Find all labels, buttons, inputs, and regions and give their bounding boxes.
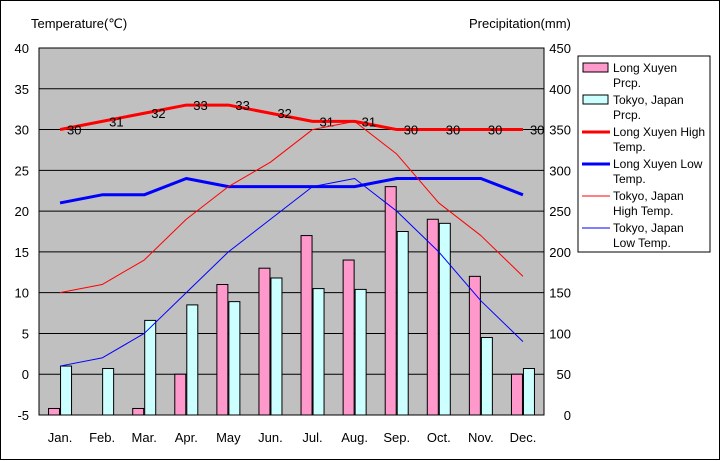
bar-tokyo-prcp-9	[438, 222, 451, 416]
x-tick-label-9: Oct.	[427, 430, 451, 445]
legend-label-3-1: Temp.	[613, 172, 646, 186]
longxuyen-high-line	[59, 103, 523, 132]
high-temp-data-label-5: 32	[277, 106, 291, 121]
x-tick-label-2: Mar.	[132, 430, 157, 445]
bar-tokyo-prcp-4	[228, 301, 241, 416]
bar-tokyo-prcp-10	[480, 337, 493, 416]
x-tick-label-0: Jan.	[48, 430, 73, 445]
left-tick-label-9: 40	[15, 41, 29, 56]
high-temp-data-label-8: 30	[404, 123, 418, 138]
longxuyen-low-line	[59, 176, 524, 205]
right-tick-label-7: 350	[549, 123, 571, 138]
right-tick-label-0: 0	[564, 408, 571, 423]
plot-border	[38, 47, 545, 416]
bar-longxuyen-prcp-9	[426, 218, 439, 416]
x-tick-label-5: Jun.	[258, 430, 283, 445]
bar-tokyo-prcp-2	[144, 319, 157, 416]
legend-label-4-0: Tokyo, Japan	[613, 189, 684, 203]
x-tick-label-8: Sep.	[383, 430, 410, 445]
high-temp-data-label-7: 31	[362, 114, 376, 129]
legend-swatch-0	[582, 62, 609, 73]
high-temp-data-label-1: 31	[109, 114, 123, 129]
left-tick-label-7: 30	[15, 123, 29, 138]
left-tick-label-3: 10	[15, 286, 29, 301]
right-tick-label-9: 450	[549, 41, 571, 56]
legend-label-0-0: Long Xuyen	[613, 61, 677, 75]
tokyo-low-line	[59, 177, 524, 367]
left-tick-label-5: 20	[15, 204, 29, 219]
left-tick-label-4: 15	[15, 245, 29, 260]
bar-longxuyen-prcp-3	[174, 373, 187, 416]
high-temp-data-label-3: 33	[193, 98, 207, 113]
high-temp-data-label-9: 30	[446, 123, 460, 138]
legend-label-4-1: High Temp.	[613, 204, 673, 218]
bar-longxuyen-prcp-4	[216, 284, 229, 416]
bar-longxuyen-prcp-6	[300, 235, 313, 416]
left-tick-label-8: 35	[15, 82, 29, 97]
bar-longxuyen-prcp-5	[258, 267, 271, 416]
bar-longxuyen-prcp-2	[132, 407, 145, 416]
legend-label-1-1: Prcp.	[613, 108, 641, 122]
high-temp-data-label-4: 33	[235, 98, 249, 113]
legend-label-3-0: Long Xuyen Low	[613, 157, 703, 171]
x-tick-label-4: May	[216, 430, 241, 445]
plot-background	[39, 48, 544, 415]
bar-tokyo-prcp-0	[60, 365, 73, 416]
legend-label-5-1: Low Temp.	[613, 236, 671, 250]
x-tick-label-10: Nov.	[468, 430, 494, 445]
legend-box	[577, 55, 711, 253]
legend-swatch-1	[582, 94, 609, 105]
bar-longxuyen-prcp-7	[342, 259, 355, 416]
left-tick-label-0: -5	[17, 408, 29, 423]
plot-area: -505101520253035400501001502002503003504…	[15, 41, 571, 445]
x-tick-label-3: Apr.	[175, 430, 198, 445]
legend-label-2-1: Temp.	[613, 140, 646, 154]
right-axis-title: Precipitation(mm)	[469, 16, 571, 31]
legend-label-5-0: Tokyo, Japan	[613, 221, 684, 235]
x-tick-label-7: Aug.	[341, 430, 368, 445]
right-tick-label-6: 300	[549, 163, 571, 178]
legend-label-1-0: Tokyo, Japan	[613, 93, 684, 107]
bar-tokyo-prcp-1	[102, 368, 115, 416]
bar-longxuyen-prcp-11	[510, 373, 523, 416]
right-tick-label-4: 200	[549, 245, 571, 260]
left-tick-label-1: 0	[22, 367, 29, 382]
right-tick-label-8: 400	[549, 82, 571, 97]
high-temp-data-label-10: 30	[488, 123, 502, 138]
bar-longxuyen-prcp-10	[468, 275, 481, 416]
right-tick-label-1: 50	[557, 367, 571, 382]
left-tick-label-6: 25	[15, 163, 29, 178]
right-tick-label-2: 100	[549, 326, 571, 341]
left-axis-title: Temperature(℃)	[31, 16, 127, 31]
legend-label-2-0: Long Xuyen High	[613, 125, 705, 139]
bar-longxuyen-prcp-8	[384, 186, 397, 416]
x-tick-label-6: Jul.	[302, 430, 322, 445]
right-tick-label-3: 150	[549, 286, 571, 301]
tokyo-high-line	[59, 120, 524, 294]
high-temp-data-label-0: 30	[67, 123, 81, 138]
legend-label-0-1: Prcp.	[613, 76, 641, 90]
left-tick-label-2: 5	[22, 326, 29, 341]
high-temp-data-label-11: 30	[530, 123, 544, 138]
x-tick-label-1: Feb.	[89, 430, 115, 445]
bar-tokyo-prcp-8	[396, 231, 409, 416]
bar-tokyo-prcp-5	[270, 277, 283, 416]
right-tick-label-5: 250	[549, 204, 571, 219]
bar-tokyo-prcp-6	[312, 288, 325, 416]
high-temp-data-label-2: 32	[151, 106, 165, 121]
bar-tokyo-prcp-7	[354, 288, 367, 416]
x-tick-label-11: Dec.	[510, 430, 537, 445]
bar-tokyo-prcp-11	[522, 368, 535, 416]
bar-longxuyen-prcp-0	[48, 407, 61, 416]
bar-tokyo-prcp-3	[186, 304, 199, 416]
